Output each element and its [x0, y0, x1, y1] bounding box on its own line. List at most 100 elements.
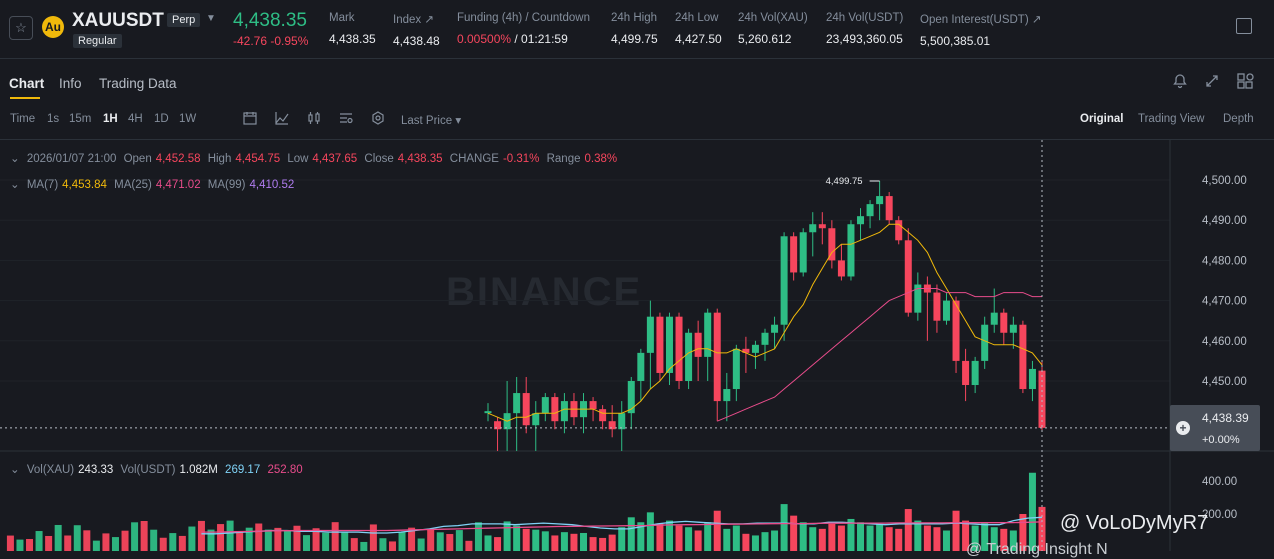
- ma7-line: [487, 223, 1043, 422]
- candle-body: [885, 196, 893, 221]
- volume-bar: [322, 532, 330, 551]
- candle-body: [904, 240, 912, 313]
- volume-bar: [904, 509, 912, 551]
- volume-bar: [26, 538, 34, 551]
- layout-grid-icon[interactable]: [1237, 73, 1255, 89]
- current-price-tag[interactable]: + 4,438.39 +0.00%: [1170, 405, 1260, 451]
- volume-bar: [398, 532, 406, 551]
- volume-bar: [780, 504, 788, 551]
- stat-label: 24h Low: [675, 12, 719, 24]
- calendar-icon[interactable]: [243, 111, 257, 125]
- stat-value: 4,427.50: [675, 32, 722, 46]
- interval-15m[interactable]: 15m: [69, 113, 92, 125]
- interval-1s[interactable]: 1s: [47, 113, 60, 125]
- volume-bar: [312, 528, 320, 551]
- volume-bar: [369, 524, 377, 551]
- candle-body: [837, 260, 845, 277]
- price-chart[interactable]: 4,500.00 4,490.00 4,480.00 4,470.00 4,460.00…: [0, 140, 1274, 551]
- volume-bar: [818, 528, 826, 551]
- volume-bar: [379, 538, 387, 551]
- funding-rate: 0.00500%: [457, 32, 512, 46]
- volume-bar: [121, 530, 129, 551]
- interval-4h[interactable]: 4H: [128, 113, 143, 125]
- symbol-dropdown-icon[interactable]: ▼: [206, 13, 216, 24]
- candle-body: [608, 421, 616, 430]
- window-icon[interactable]: [1236, 18, 1252, 34]
- regular-badge: Regular: [73, 34, 122, 48]
- candle-body: [1009, 324, 1017, 333]
- gear-icon[interactable]: [371, 111, 385, 125]
- tab-info[interactable]: Info: [59, 76, 82, 91]
- expand-icon[interactable]: [1204, 73, 1220, 89]
- author-credit-secondary: @ Trading Insight N: [966, 541, 1108, 558]
- interval-1w[interactable]: 1W: [179, 113, 197, 125]
- volume-bar: [551, 535, 559, 551]
- volume-bar: [560, 532, 568, 551]
- tab-trading-data[interactable]: Trading Data: [99, 76, 177, 91]
- candle-type-icon[interactable]: [307, 111, 321, 125]
- volume-bar: [503, 521, 511, 551]
- volume-bar: [790, 515, 798, 551]
- stat-value: 23,493,360.05: [826, 32, 903, 46]
- volume-bar: [751, 535, 759, 551]
- volume-bar: [885, 527, 893, 551]
- volume-bar: [599, 537, 607, 551]
- volume-bar: [131, 522, 139, 551]
- volume-bar: [742, 533, 750, 551]
- volume-bar: [54, 524, 62, 551]
- tab-chart[interactable]: Chart: [9, 76, 45, 91]
- interval-1d[interactable]: 1D: [154, 113, 169, 125]
- close-label: Close: [364, 153, 394, 165]
- open-value: 4,452.58: [155, 153, 201, 165]
- volume-bar: [436, 532, 444, 551]
- vol-ma2-value: 252.80: [267, 464, 303, 476]
- symbol-name[interactable]: XAUUSDT: [72, 10, 164, 31]
- volume-bar: [178, 535, 186, 551]
- indicator-icon[interactable]: [275, 111, 289, 125]
- view-original[interactable]: Original: [1080, 113, 1124, 125]
- candle-body: [560, 401, 568, 422]
- volume-bar: [723, 528, 731, 551]
- volume-bar: [226, 520, 234, 551]
- view-depth[interactable]: Depth: [1223, 113, 1254, 125]
- vol-xau-value: 243.33: [78, 464, 114, 476]
- candle-body: [895, 220, 903, 241]
- price-axis-label: 4,480.00: [1202, 255, 1247, 267]
- volume-bar: [188, 526, 196, 551]
- chart-settings-icon[interactable]: [339, 111, 353, 125]
- volume-bar: [140, 520, 148, 551]
- candle-body: [618, 413, 626, 430]
- volume-bar: [618, 527, 626, 551]
- vol-ma1-value: 269.17: [225, 464, 261, 476]
- volume-bar: [45, 535, 53, 551]
- volume-bar: [455, 530, 463, 551]
- volume-bar: [1028, 472, 1036, 551]
- change-label: CHANGE: [449, 153, 499, 165]
- candle-body: [942, 300, 950, 321]
- collapse-chevron-icon[interactable]: ⌄: [10, 153, 20, 165]
- view-trading-view[interactable]: Trading View: [1138, 113, 1205, 125]
- volume-bar: [236, 531, 244, 551]
- stat-open-interest[interactable]: Open Interest(USDT) ↗ 5,500,385.01: [920, 12, 1041, 48]
- bell-icon[interactable]: [1172, 73, 1188, 89]
- price-type-dropdown[interactable]: Last Price ▾: [401, 115, 462, 127]
- collapse-chevron-icon[interactable]: ⌄: [10, 464, 20, 476]
- volume-bar: [637, 522, 645, 551]
- volume-bar: [589, 537, 597, 551]
- stat-24h-high: 24h High 4,499.75: [611, 12, 658, 46]
- collapse-chevron-icon[interactable]: ⌄: [10, 179, 20, 191]
- volume-bar: [895, 528, 903, 551]
- volume-bar: [990, 527, 998, 551]
- stat-index[interactable]: Index ↗ 4,438.48: [393, 12, 440, 48]
- favorite-star-icon[interactable]: ☆: [9, 16, 33, 40]
- candle-body: [1019, 324, 1027, 390]
- ma7-label: MA(7): [26, 179, 59, 191]
- add-order-icon[interactable]: +: [1176, 421, 1190, 435]
- candle-body: [513, 393, 521, 414]
- interval-1h[interactable]: 1H: [103, 113, 118, 125]
- volume-bar: [111, 537, 119, 551]
- volume-bar: [264, 529, 272, 551]
- stat-label: Mark: [329, 12, 355, 24]
- volume-bar: [150, 529, 158, 551]
- volume-info: ⌄ Vol(XAU) 243.33 Vol(USDT) 1.082M 269.17 …: [10, 462, 307, 476]
